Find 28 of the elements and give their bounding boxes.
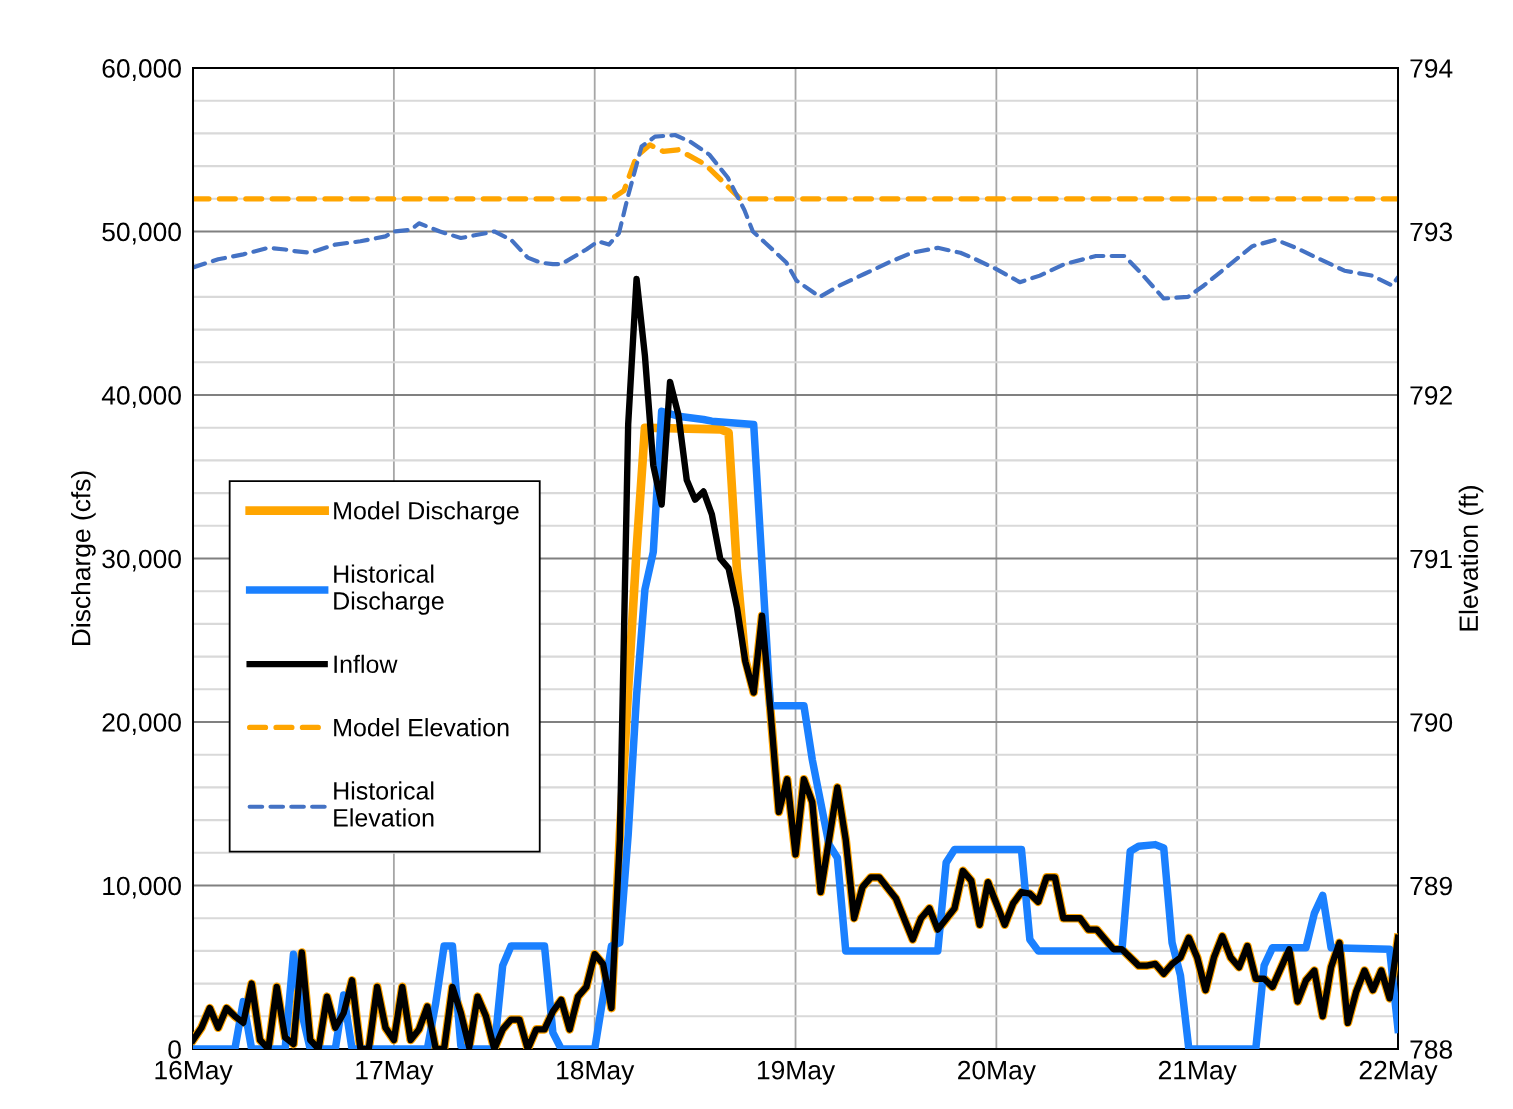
x-tick-label: 18May [557, 1060, 635, 1085]
y-tick-label: 50,000 [102, 222, 181, 245]
y2-tick-label: 792 [1410, 386, 1452, 405]
y-tick-label: 10,000 [103, 876, 181, 899]
x-tick-label: 19May [757, 1060, 836, 1085]
y2-tick-label: 789 [1410, 876, 1452, 896]
y2-axis-title: Elevation (ft) [1458, 486, 1484, 631]
x-tick-label: 21May [1158, 1060, 1237, 1085]
y2-tick-label: 791 [1410, 549, 1452, 569]
y-tick-label: 20,000 [102, 713, 181, 735]
x-tick-label: 17May [356, 1061, 434, 1085]
legend-label: Model Elevation [334, 718, 509, 737]
y2-tick-label: 788 [1410, 1040, 1452, 1059]
legend-label: Model Discharge [334, 501, 519, 525]
y-tick-label: 30,000 [102, 549, 181, 572]
y-tick-label: 60,000 [102, 59, 181, 81]
y-axis-title: Discharge (cfs) [71, 471, 96, 646]
x-tick-label: 20May [958, 1060, 1036, 1085]
y-tick-label: 40,000 [101, 386, 181, 408]
y-tick-label: 0 [168, 1040, 181, 1059]
legend-label: Inflow [334, 654, 398, 674]
y2-tick-label: 794 [1410, 59, 1453, 78]
legend-label: Historical Discharge [334, 564, 444, 615]
y2-tick-label: 790 [1410, 713, 1453, 732]
y2-tick-label: 793 [1410, 222, 1452, 242]
legend-label: Historical Elevation [334, 781, 434, 827]
x-tick-label: 22May [1359, 1060, 1438, 1085]
x-tick-label: 16May [155, 1060, 233, 1085]
